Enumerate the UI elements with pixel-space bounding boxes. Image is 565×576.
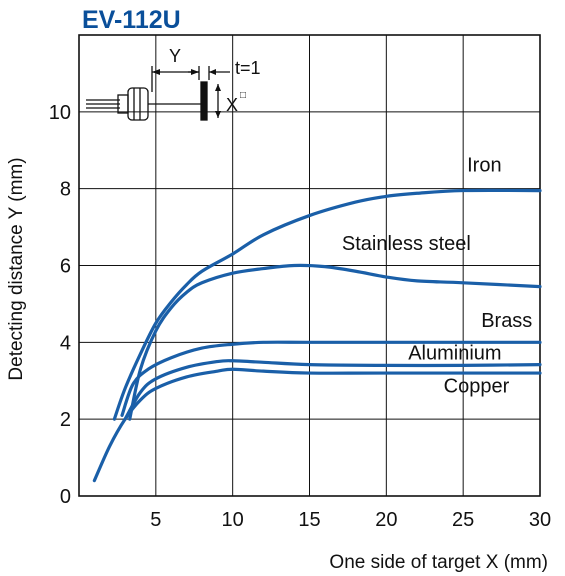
inset-x-label: X: [226, 95, 238, 115]
chart-title: EV-112U: [82, 6, 181, 34]
series-line-3: [123, 359, 542, 421]
sensor-diagram-inset: [86, 66, 230, 121]
x-tick-label-2: 15: [298, 509, 320, 531]
curve-label-1: Stainless steel: [342, 233, 471, 255]
series-line-0: [112, 188, 542, 421]
y-tick-label-0: 0: [60, 486, 71, 508]
x-dimension-arrow-top: [215, 84, 221, 91]
inset-x-superscript: □: [240, 90, 246, 101]
curve-label-3: Aluminium: [408, 343, 501, 365]
curve-labels: Iron Stainless steel Brass Aluminium Copper: [342, 154, 532, 397]
y-dimension-arrow-left: [152, 69, 160, 75]
curve-label-2: Brass: [481, 310, 532, 332]
curve-label-4: Copper: [444, 375, 510, 397]
curve-label-0: Iron: [467, 154, 501, 176]
x-dimension-arrow-bottom: [215, 111, 221, 118]
x-tick-label-3: 20: [375, 509, 397, 531]
x-tick-label-5: 30: [529, 509, 551, 531]
y-tick-label-3: 6: [60, 256, 71, 278]
y-tick-label-5: 10: [49, 102, 71, 124]
series-line-4: [92, 367, 542, 483]
x-tick-label-4: 25: [452, 509, 474, 531]
grid: [78, 34, 541, 497]
y-tick-label-2: 4: [60, 332, 71, 354]
inset-y-label: Y: [169, 46, 181, 66]
plot-frame: [78, 34, 541, 497]
curves: [92, 188, 542, 483]
series-line-1: [128, 263, 542, 421]
y-tick-label-4: 8: [60, 179, 71, 201]
series-line-2: [120, 340, 542, 417]
x-tick-label-1: 10: [222, 509, 244, 531]
y-tick-label-1: 2: [60, 409, 71, 431]
x-tick-label-0: 5: [150, 509, 161, 531]
sensor-head: [117, 66, 203, 121]
sensor-cable: [86, 99, 120, 109]
tick-labels: 5 10 15 20 25 30 0 2 4 6 8 10: [49, 102, 551, 531]
target-plate: [198, 66, 210, 121]
inset-t-label: t=1: [235, 58, 261, 78]
t-dimension-arrow: [209, 69, 216, 75]
y-axis-label: Detecting distance Y (mm): [6, 157, 27, 380]
x-axis-label: One side of target X (mm): [329, 552, 548, 573]
